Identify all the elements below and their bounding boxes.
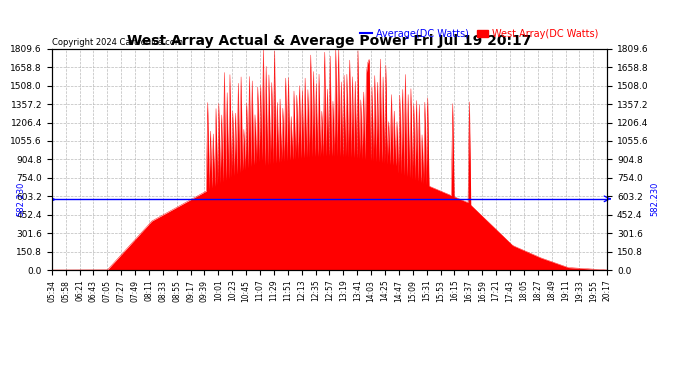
Legend: Average(DC Watts), West Array(DC Watts): Average(DC Watts), West Array(DC Watts) [357,25,602,43]
Title: West Array Actual & Average Power Fri Jul 19 20:17: West Array Actual & Average Power Fri Ju… [127,34,532,48]
Text: 582.230: 582.230 [17,182,26,216]
Text: Copyright 2024 Cartronics.com: Copyright 2024 Cartronics.com [52,38,183,46]
Text: 582.230: 582.230 [650,182,659,216]
